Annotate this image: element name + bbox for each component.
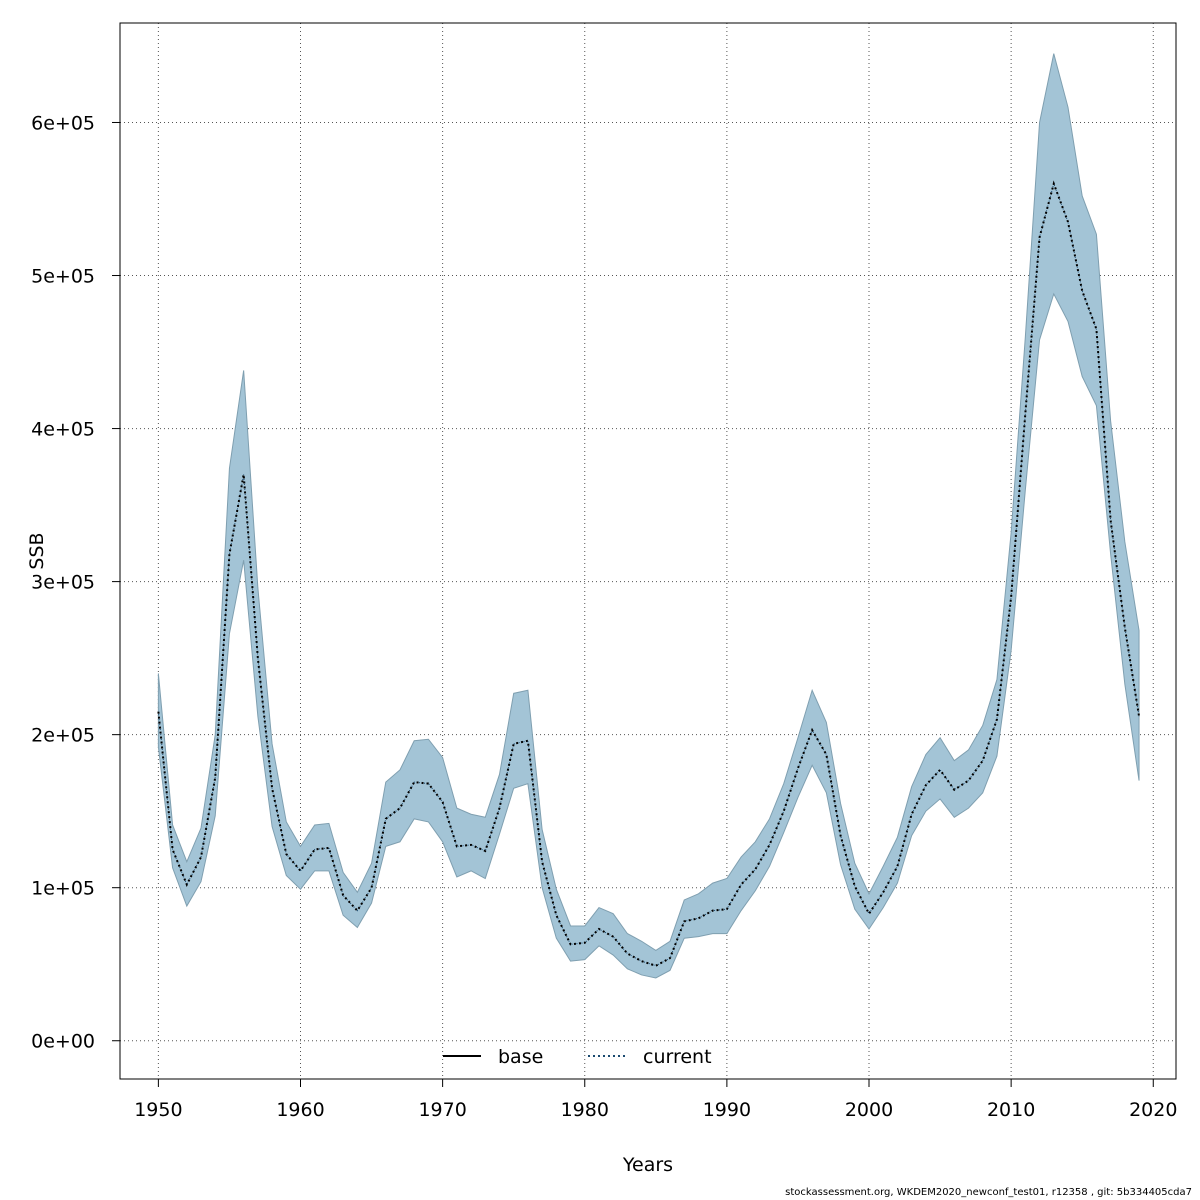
y-tick-label: 3e+05 [31,572,95,594]
y-axis-title: SSB [26,532,48,569]
confidence-band-layer [157,53,1140,979]
x-tick-label: 1980 [561,1099,609,1121]
y-tick-label: 0e+00 [31,1031,95,1053]
series-layer [157,180,1141,967]
x-tick-label: 1970 [418,1099,466,1121]
y-tick-label: 4e+05 [31,419,95,441]
y-tick-label: 5e+05 [31,266,95,288]
y-tick-label: 6e+05 [31,112,95,134]
y-tick-label: 2e+05 [31,725,95,747]
y-axis: 0e+00 1e+05 2e+05 3e+05 4e+05 5e+05 6e+05 [31,112,121,1053]
x-tick-label: 2000 [845,1099,893,1121]
x-tick-label: 1950 [134,1099,182,1121]
legend-label-base: base [498,1046,543,1068]
y-tick-label: 1e+05 [31,878,95,900]
x-tick-label: 1960 [276,1099,324,1121]
grid [120,23,1176,1079]
x-tick-label: 1990 [703,1099,751,1121]
series-line-current [157,180,1141,967]
legend: base current [443,1046,712,1068]
x-axis: 1950 1960 1970 1980 1990 2000 2010 2020 [134,1078,1177,1121]
x-tick-label: 2020 [1129,1099,1177,1121]
confidence-band [157,53,1140,979]
x-axis-title: Years [622,1154,673,1176]
legend-label-current: current [643,1046,712,1068]
x-tick-label: 2010 [987,1099,1035,1121]
footer-credit: stockassessment.org, WKDEM2020_newconf_t… [785,1187,1192,1198]
